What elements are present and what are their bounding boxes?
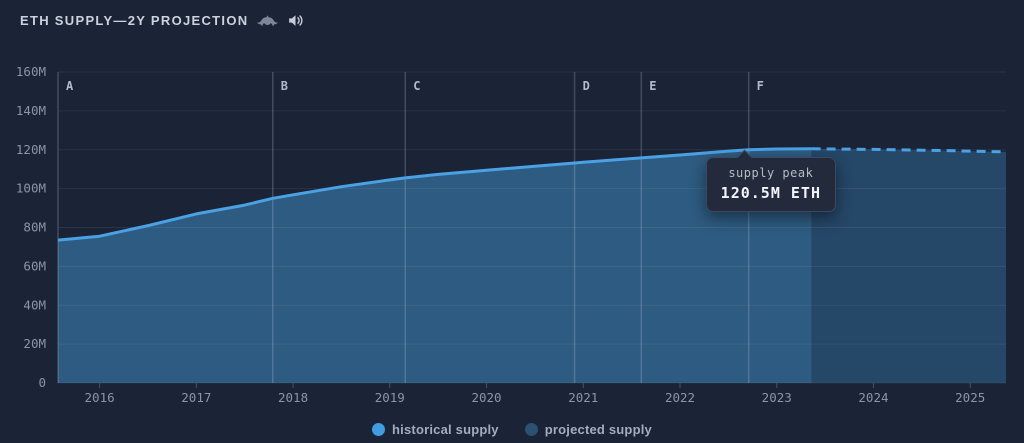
chart-header: ETH SUPPLY—2Y PROJECTION [20,10,304,30]
marker-label-D: D [583,79,590,93]
x-axis-tick-label: 2022 [665,390,695,405]
x-axis-tick-label: 2018 [278,390,308,405]
x-axis-tick-label: 2019 [375,390,405,405]
y-axis-tick-label: 160M [16,64,46,79]
y-axis-tick-label: 140M [16,103,46,118]
x-axis-tick-label: 2025 [955,390,985,405]
chart-legend: historical supply projected supply [0,422,1024,437]
marker-label-A: A [66,79,74,93]
tooltip-label: supply peak [728,165,814,180]
historical-supply-dot [372,423,386,436]
supply-line-historical [57,147,812,242]
x-axis-tick-label: 2023 [762,390,792,405]
marker-label-C: C [413,79,420,93]
supply-peak-tooltip: supply peak 120.5M ETH [705,149,836,212]
y-axis-tick-label: 80M [23,220,46,235]
y-axis-tick-label: 0 [38,375,46,390]
legend-item-projected[interactable]: projected supply [524,422,652,437]
projected-supply-dot [524,423,538,436]
y-axis-tick-label: 60M [23,258,46,273]
x-axis-tick-label: 2021 [568,390,598,405]
x-axis-tick-label: 2016 [85,390,115,405]
marker-label-B: B [281,79,288,93]
y-axis-tick-label: 20M [23,336,46,351]
x-axis-tick-label: 2017 [181,390,211,405]
legend-label-historical: historical supply [392,422,499,437]
legend-item-historical[interactable]: historical supply [372,422,499,437]
x-axis-tick-label: 2020 [471,390,501,405]
legend-label-projected: projected supply [544,422,652,437]
speaker-icon[interactable] [287,12,304,29]
y-axis-tick-label: 120M [16,142,46,157]
area-fill-projected [811,148,1006,383]
page-title: ETH SUPPLY—2Y PROJECTION [20,12,249,28]
supply-line-projected [811,147,1007,154]
bat-icon [257,14,279,27]
marker-label-E: E [649,79,656,93]
y-axis-tick-label: 40M [23,297,46,312]
x-axis-tick-label: 2024 [858,390,888,405]
marker-label-F: F [757,79,764,93]
tooltip-value: 120.5M ETH [720,183,821,202]
y-axis-tick-label: 100M [16,181,46,196]
area-fill-historical [58,148,812,383]
